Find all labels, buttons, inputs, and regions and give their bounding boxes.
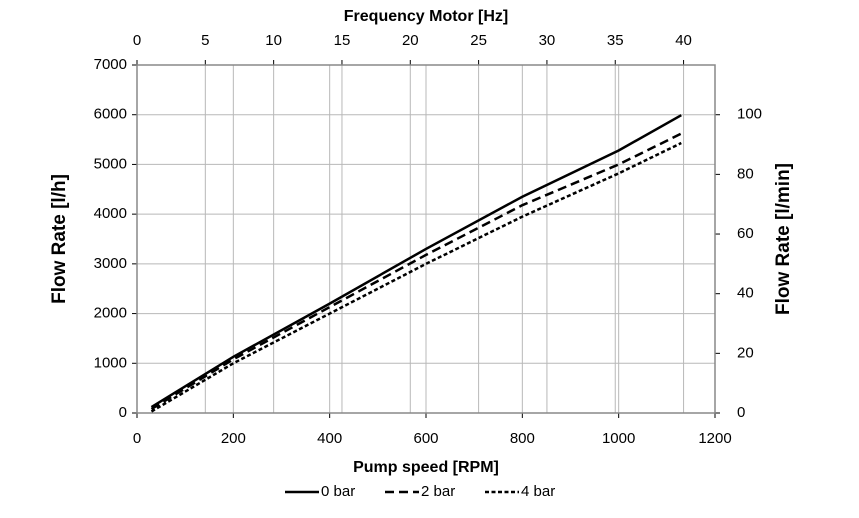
y-tick-label: 6000 bbox=[94, 106, 127, 123]
x2-axis-title: Frequency Motor [Hz] bbox=[344, 8, 508, 25]
x2-tick-label: 5 bbox=[201, 32, 209, 49]
x-tick-label: 200 bbox=[221, 430, 246, 447]
x-tick-label: 1200 bbox=[698, 430, 731, 447]
x2-tick-label: 40 bbox=[675, 32, 692, 49]
y-tick-label: 5000 bbox=[94, 155, 127, 172]
y-tick-label: 1000 bbox=[94, 354, 127, 371]
y-tick-label: 2000 bbox=[94, 305, 127, 322]
legend-label: 4 bar bbox=[521, 483, 555, 500]
x2-tick-label: 25 bbox=[470, 32, 487, 49]
x2-tick-label: 10 bbox=[265, 32, 282, 49]
y-tick-label: 4000 bbox=[94, 205, 127, 222]
x-axis-title: Pump speed [RPM] bbox=[353, 459, 499, 476]
series-line bbox=[150, 132, 682, 411]
series-line bbox=[150, 141, 682, 413]
y-tick-label: 0 bbox=[119, 404, 127, 421]
x-tick-label: 0 bbox=[133, 430, 141, 447]
y2-tick-label: 100 bbox=[737, 106, 762, 123]
y2-tick-label: 40 bbox=[737, 285, 754, 302]
series-line bbox=[150, 114, 682, 409]
y-tick-label: 3000 bbox=[94, 255, 127, 272]
x-tick-label: 400 bbox=[317, 430, 342, 447]
x2-tick-label: 20 bbox=[402, 32, 419, 49]
y2-tick-label: 0 bbox=[737, 404, 745, 421]
y2-tick-label: 80 bbox=[737, 165, 754, 182]
x2-tick-label: 30 bbox=[539, 32, 556, 49]
y-axis-title: Flow Rate [l/h] bbox=[49, 174, 70, 304]
legend-label: 0 bar bbox=[321, 483, 355, 500]
y2-tick-label: 20 bbox=[737, 344, 754, 361]
legend-label: 2 bar bbox=[421, 483, 455, 500]
x2-tick-label: 35 bbox=[607, 32, 624, 49]
x-tick-label: 800 bbox=[510, 430, 535, 447]
x2-tick-label: 15 bbox=[334, 32, 351, 49]
x2-tick-label: 0 bbox=[133, 32, 141, 49]
y2-tick-label: 60 bbox=[737, 225, 754, 242]
plot-frame bbox=[136, 64, 716, 414]
x-tick-label: 1000 bbox=[602, 430, 635, 447]
x-tick-label: 600 bbox=[413, 430, 438, 447]
y2-axis-title: Flow Rate [l/min] bbox=[773, 163, 794, 315]
y-tick-label: 7000 bbox=[94, 56, 127, 73]
